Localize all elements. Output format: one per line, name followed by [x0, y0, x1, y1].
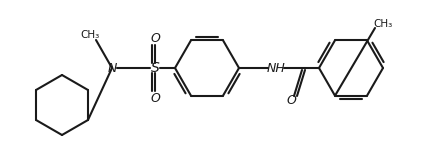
Text: CH₃: CH₃	[373, 19, 393, 29]
Text: CH₃: CH₃	[81, 30, 100, 40]
Text: S: S	[151, 61, 159, 75]
Text: N: N	[107, 62, 117, 75]
Text: O: O	[150, 32, 160, 44]
Text: NH: NH	[267, 62, 285, 75]
Text: O: O	[150, 92, 160, 105]
Text: O: O	[286, 95, 296, 108]
